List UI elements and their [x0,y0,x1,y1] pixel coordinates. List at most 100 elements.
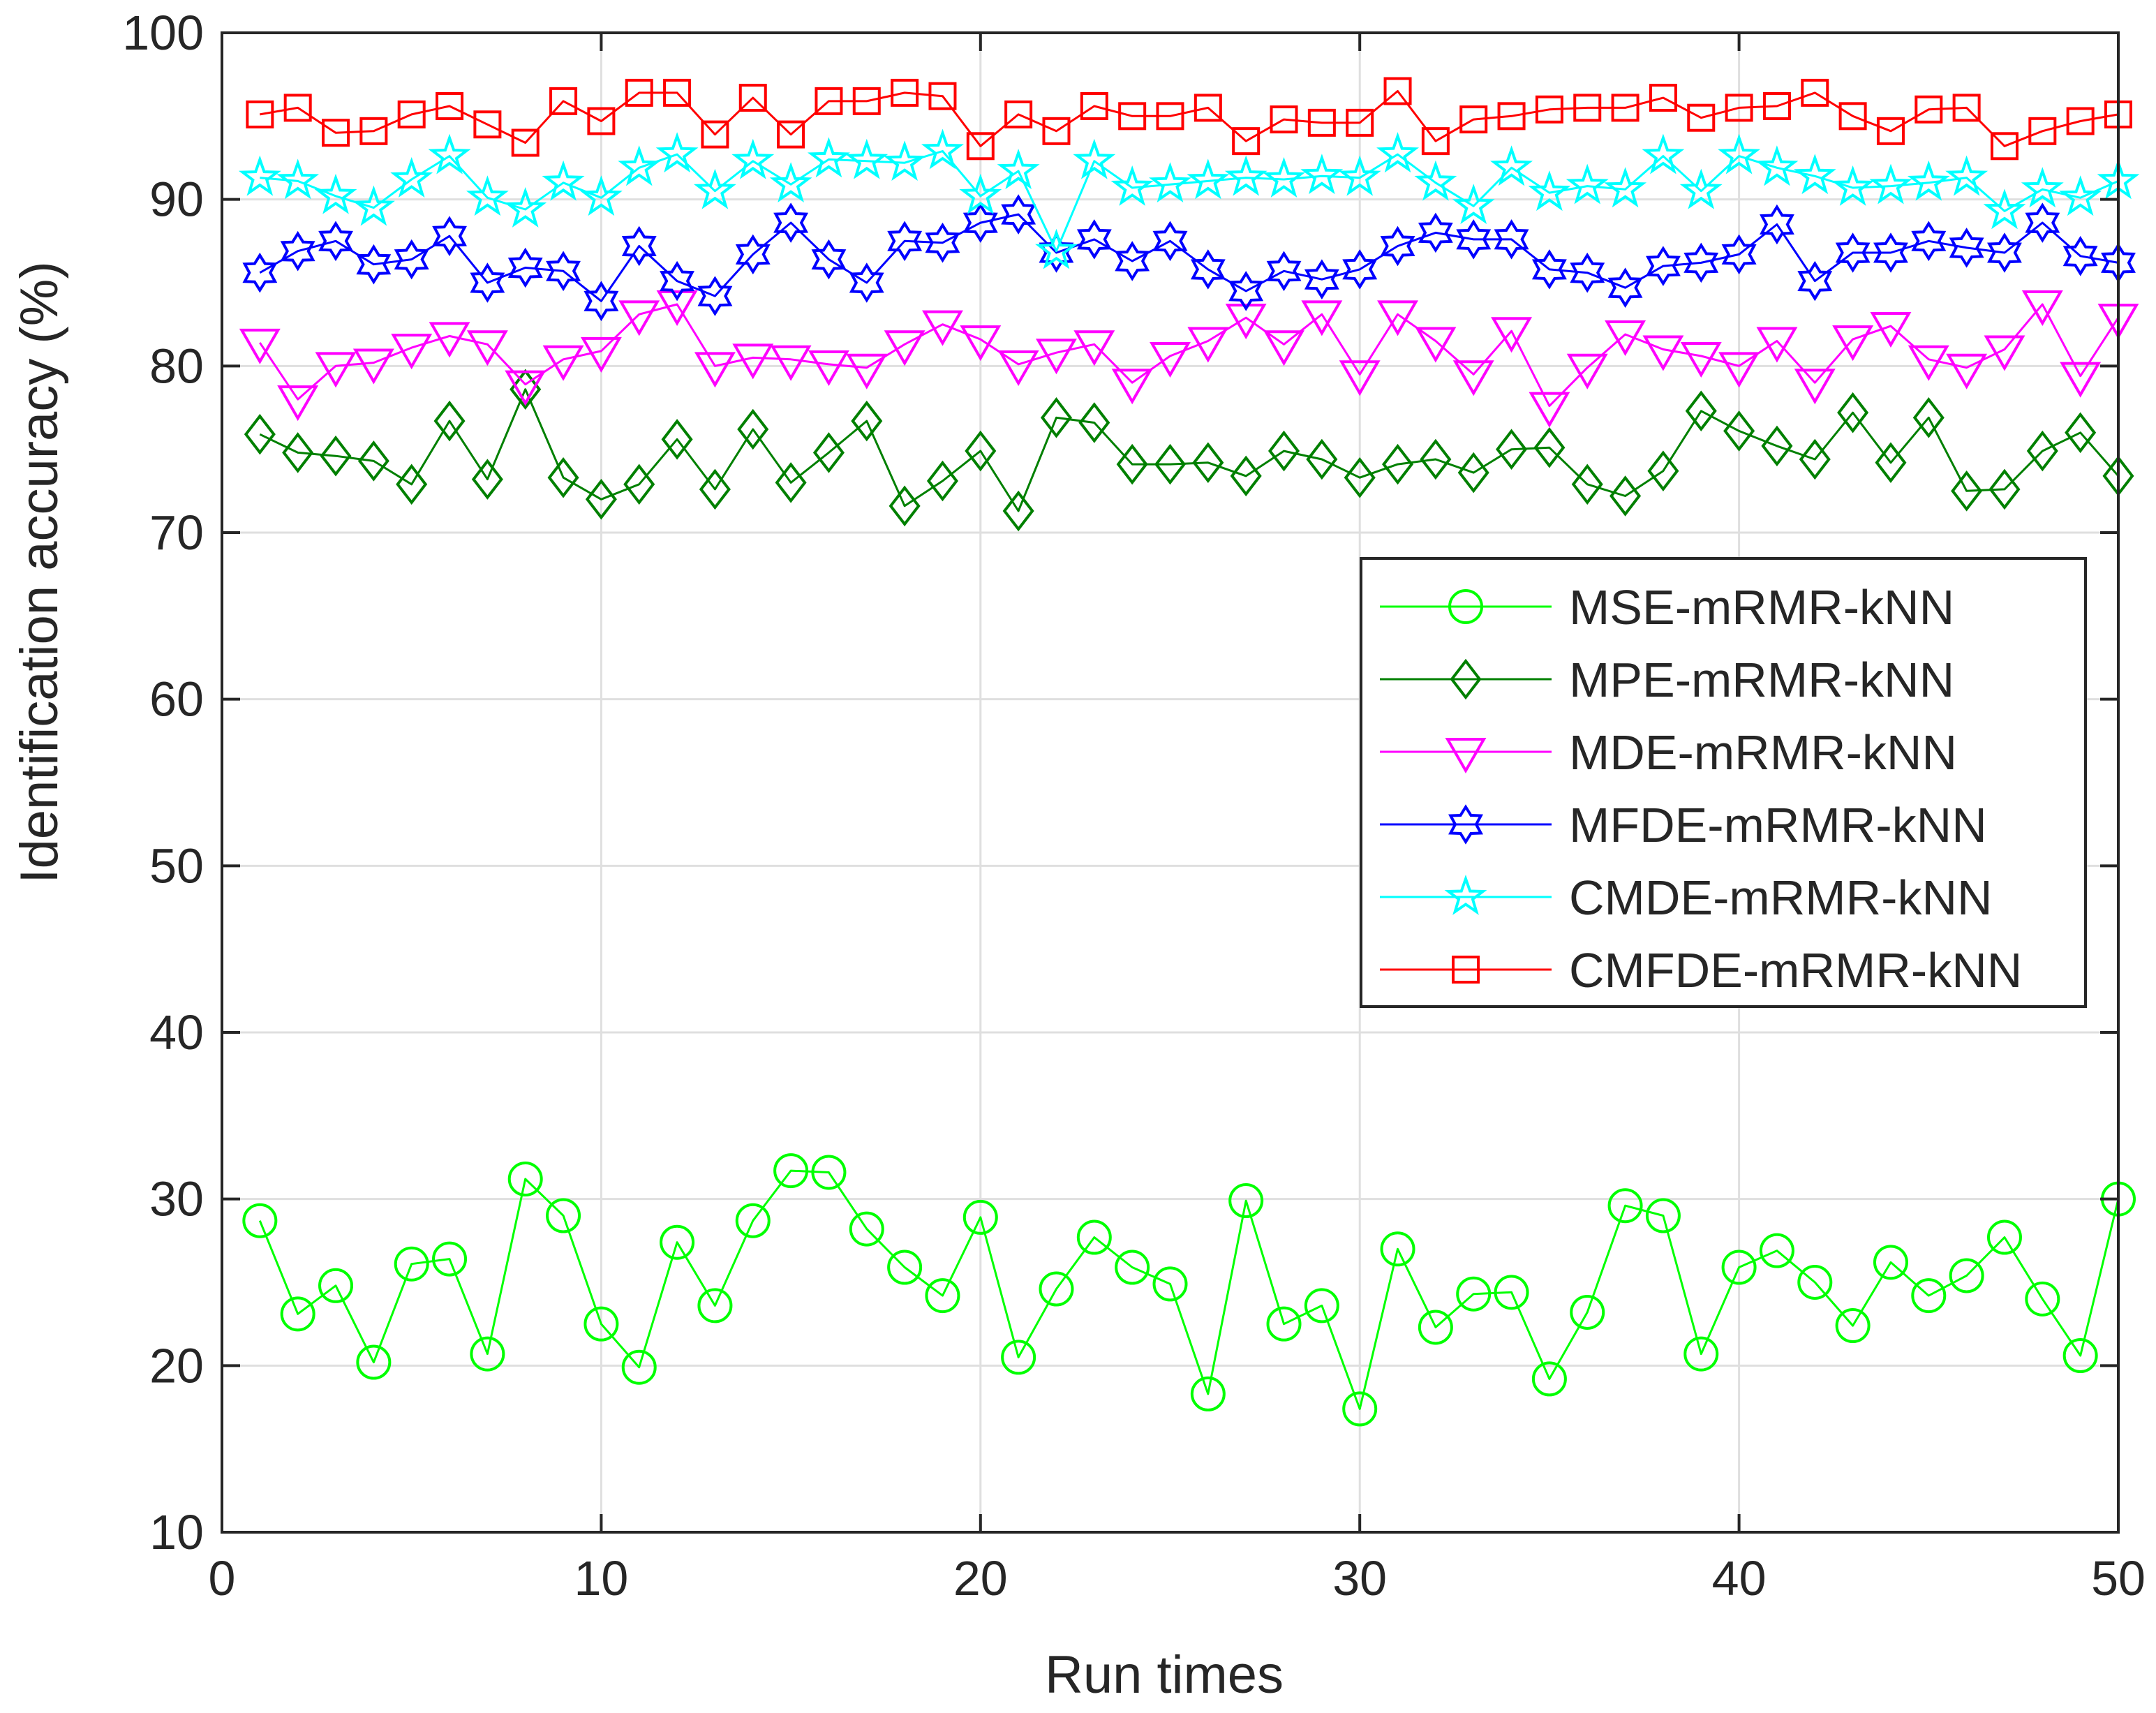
data-point-CMDE-mRMR-kNN-41 [1755,145,1799,186]
data-point-MPE-mRMR-kNN-29 [1306,438,1338,480]
data-point-CMFDE-mRMR-kNN-44 [1876,117,1905,145]
data-point-CMFDE-mRMR-kNN-11 [625,78,653,107]
series-layer [238,77,2140,1427]
data-point-MDE-mRMR-kNN-24 [1111,369,1153,405]
legend-marker-MSE-mRMR-kNN [1448,589,1483,624]
data-point-CMDE-mRMR-kNN-1 [238,155,281,196]
data-point-MDE-mRMR-kNN-44 [1870,312,1912,348]
data-point-MPE-mRMR-kNN-36 [1571,464,1603,505]
data-point-MSE-mRMR-kNN-16 [811,1155,847,1190]
y-axis-label: Identification accuracy (%) [10,261,69,883]
data-point-MFDE-mRMR-kNN-34 [1494,219,1529,260]
data-point-CMDE-mRMR-kNN-39 [1679,168,1723,209]
data-point-CMFDE-mRMR-kNN-42 [1801,78,1829,107]
data-point-CMFDE-mRMR-kNN-10 [587,107,616,135]
data-point-MDE-mRMR-kNN-42 [1794,369,1836,405]
data-point-MSE-mRMR-kNN-13 [697,1288,733,1323]
data-point-MDE-mRMR-kNN-23 [1073,330,1115,366]
data-point-MDE-mRMR-kNN-26 [1187,327,1229,363]
y-tick-label-50: 50 [149,838,204,893]
legend-label-CMDE-mRMR-kNN: CMDE-mRMR-kNN [1569,870,1993,925]
data-point-MPE-mRMR-kNN-33 [1457,452,1489,494]
data-point-CMFDE-mRMR-kNN-17 [852,87,881,115]
data-point-MPE-mRMR-kNN-44 [1875,442,1907,484]
series-MSE-mRMR-kNN [242,1153,2136,1427]
data-point-MFDE-mRMR-kNN-13 [697,276,733,316]
data-point-MPE-mRMR-kNN-5 [396,464,428,505]
data-point-MPE-mRMR-kNN-4 [357,440,389,482]
data-point-CMFDE-mRMR-kNN-49 [2066,107,2095,135]
data-point-MDE-mRMR-kNN-18 [884,330,925,366]
data-point-MDE-mRMR-kNN-16 [808,350,849,386]
data-point-CMDE-mRMR-kNN-9 [542,160,585,201]
data-point-MDE-mRMR-kNN-31 [1377,300,1419,336]
data-point-MSE-mRMR-kNN-22 [1039,1271,1074,1307]
data-point-CMDE-mRMR-kNN-25 [1149,162,1191,203]
data-point-MPE-mRMR-kNN-20 [965,430,997,472]
series-MFDE-mRMR-kNN [242,194,2136,322]
data-point-CMFDE-mRMR-kNN-37 [1611,94,1640,122]
data-point-MFDE-mRMR-kNN-35 [1531,249,1567,290]
data-point-CMDE-mRMR-kNN-37 [1604,167,1647,208]
data-point-MSE-mRMR-kNN-43 [1835,1308,1871,1344]
data-point-MSE-mRMR-kNN-15 [773,1153,809,1189]
data-point-MPE-mRMR-kNN-47 [1988,468,2021,510]
data-point-MSE-mRMR-kNN-39 [1683,1336,1719,1372]
x-tick-label-40: 40 [1712,1551,1767,1606]
legend-entry-MPE-mRMR-kNN: MPE-mRMR-kNN [1380,653,1954,707]
data-point-CMFDE-mRMR-kNN-15 [777,120,805,149]
data-point-MPE-mRMR-kNN-15 [775,462,807,503]
data-point-MFDE-mRMR-kNN-37 [1607,267,1643,308]
data-point-MFDE-mRMR-kNN-7 [470,262,505,303]
legend-marker-CMDE-mRMR-kNN [1444,875,1487,915]
data-point-MSE-mRMR-kNN-5 [394,1246,429,1282]
data-point-MPE-mRMR-kNN-46 [1951,470,1983,512]
data-point-CMDE-mRMR-kNN-21 [997,149,1040,189]
series-CMFDE-mRMR-kNN [246,77,2132,161]
data-point-CMDE-mRMR-kNN-16 [807,137,850,178]
data-point-MPE-mRMR-kNN-22 [1040,397,1073,438]
data-point-MFDE-mRMR-kNN-16 [811,239,847,280]
data-point-MSE-mRMR-kNN-19 [925,1278,960,1314]
data-point-CMFDE-mRMR-kNN-18 [891,78,919,107]
legend-label-MFDE-mRMR-kNN: MFDE-mRMR-kNN [1569,798,1987,852]
data-point-MPE-mRMR-kNN-37 [1609,475,1642,517]
data-point-MSE-mRMR-kNN-17 [849,1211,884,1247]
data-point-MFDE-mRMR-kNN-5 [394,239,429,280]
data-point-CMDE-mRMR-kNN-12 [655,132,699,173]
data-point-MFDE-mRMR-kNN-31 [1380,225,1415,267]
data-point-MFDE-mRMR-kNN-46 [1949,228,1984,268]
legend-marker-MPE-mRMR-kNN [1450,658,1482,700]
data-point-MSE-mRMR-kNN-41 [1759,1233,1794,1268]
data-point-CMFDE-mRMR-kNN-45 [1915,95,1943,124]
data-point-MPE-mRMR-kNN-40 [1723,410,1755,452]
data-point-MSE-mRMR-kNN-33 [1456,1276,1492,1312]
data-point-MFDE-mRMR-kNN-45 [1911,221,1947,262]
data-point-MFDE-mRMR-kNN-19 [925,222,960,263]
data-point-MSE-mRMR-kNN-45 [1911,1278,1947,1314]
data-point-CMDE-mRMR-kNN-49 [2059,175,2102,216]
data-point-MDE-mRMR-kNN-7 [466,330,508,366]
data-point-CMFDE-mRMR-kNN-6 [436,92,464,121]
data-point-MPE-mRMR-kNN-42 [1799,438,1831,480]
data-point-CMFDE-mRMR-kNN-13 [701,120,729,149]
data-point-MFDE-mRMR-kNN-22 [1039,232,1074,273]
data-point-MSE-mRMR-kNN-10 [583,1306,619,1342]
data-point-MSE-mRMR-kNN-8 [507,1162,543,1197]
data-point-MSE-mRMR-kNN-4 [356,1344,392,1380]
data-point-MFDE-mRMR-kNN-8 [507,247,543,288]
data-point-MSE-mRMR-kNN-26 [1190,1376,1226,1411]
data-point-MPE-mRMR-kNN-21 [1002,490,1034,532]
data-point-CMDE-mRMR-kNN-5 [390,157,433,198]
data-point-CMDE-mRMR-kNN-17 [845,138,889,179]
data-point-MDE-mRMR-kNN-37 [1605,320,1646,356]
data-point-CMDE-mRMR-kNN-32 [1414,160,1457,201]
data-point-MDE-mRMR-kNN-34 [1491,317,1533,353]
data-point-MPE-mRMR-kNN-28 [1267,430,1300,472]
legend-entry-CMFDE-mRMR-kNN: CMFDE-mRMR-kNN [1380,943,2022,998]
x-tick-label-30: 30 [1332,1551,1387,1606]
data-point-MSE-mRMR-kNN-36 [1570,1294,1605,1330]
data-point-CMDE-mRMR-kNN-45 [1907,160,1950,201]
data-point-CMFDE-mRMR-kNN-40 [1725,94,1753,122]
